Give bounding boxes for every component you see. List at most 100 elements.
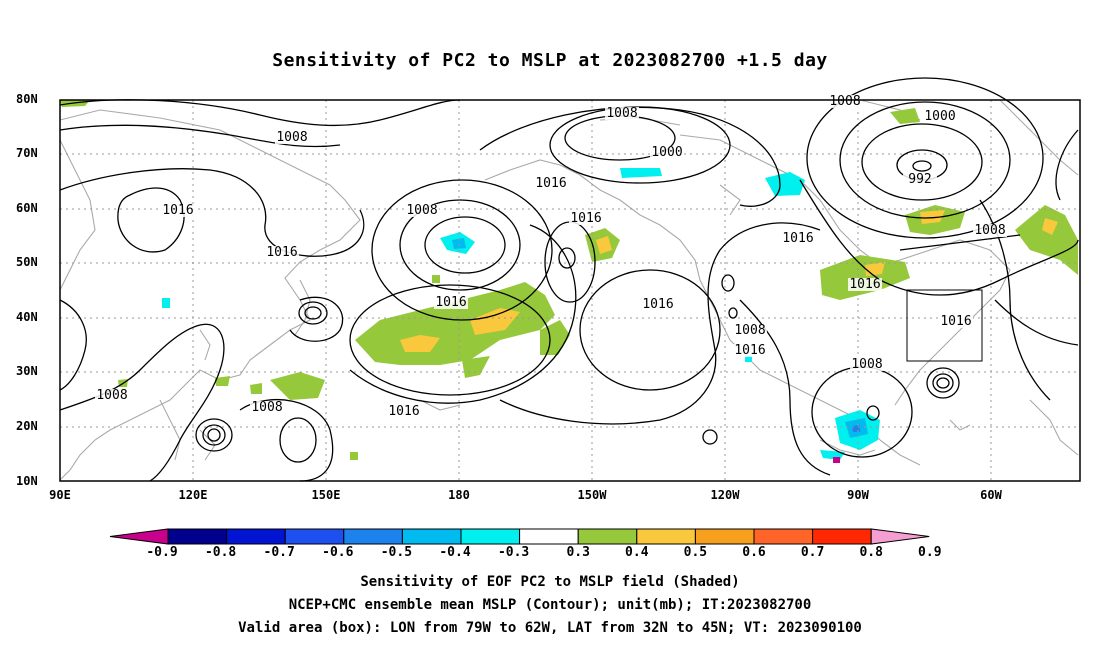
contour-label: 1008: [606, 106, 637, 121]
contour-label-bg: [434, 296, 468, 309]
contour-label-bg: [828, 95, 862, 108]
contour-label-bg: [641, 298, 675, 311]
contour-label-bg: [161, 204, 195, 217]
contour-label-bg: [939, 315, 973, 328]
contour-label-bg: [733, 344, 767, 357]
contour-label-bg: [275, 131, 309, 144]
colorbar-label: -0.9: [146, 545, 178, 560]
contour-label: 1008: [276, 130, 307, 145]
contour-label-bg: [265, 246, 299, 259]
lat-label: 70N: [16, 146, 38, 160]
lat-label: 80N: [16, 92, 38, 106]
colorbar-label: 0.9: [918, 545, 942, 560]
contour-labels: 1008 1008 1000 1016 1016 1016 1016 1016 1008 1016…: [95, 94, 1007, 419]
lon-label: 150W: [577, 488, 607, 502]
contour-label-bg: [850, 358, 884, 371]
contour-label: 1000: [924, 109, 955, 124]
colorbar-swatch: [226, 528, 286, 545]
footer-line-1: Sensitivity of EOF PC2 to MSLP field (Sh…: [360, 574, 740, 590]
contour-label: 1016: [570, 211, 601, 226]
colorbar-label: -0.3: [497, 545, 530, 560]
colorbar-label: -0.7: [263, 545, 295, 560]
contour-label-bg: [650, 146, 684, 159]
footer-line-2: NCEP+CMC ensemble mean MSLP (Contour); u…: [288, 597, 812, 613]
colorbar-label: -0.6: [322, 545, 354, 560]
contour-label: 992: [908, 172, 931, 187]
colorbar-label: 0.3: [566, 545, 590, 560]
contour-label-bg: [250, 401, 284, 414]
lon-label: 60W: [980, 488, 1002, 502]
colorbar-label: 0.5: [683, 545, 708, 560]
lat-label: 30N: [16, 364, 38, 378]
contour-label-bg: [569, 212, 603, 225]
colorbar-swatch: [401, 528, 462, 545]
colorbar-swatch: [284, 528, 345, 545]
lat-label: 40N: [16, 310, 38, 324]
contour-label: 1016: [162, 203, 193, 218]
colorbar-label: -0.4: [439, 545, 471, 560]
lon-label: 120E: [178, 488, 208, 502]
contour-label-bg: [923, 110, 957, 123]
contour-label-bg: [781, 232, 815, 245]
contour-label: 1008: [734, 323, 765, 338]
contour-label: 1016: [734, 343, 765, 358]
colorbar-swatch: [460, 528, 521, 545]
lat-label: 20N: [16, 419, 38, 433]
colorbar: [109, 528, 930, 545]
colorbar-swatch: [577, 528, 638, 545]
contour-label: 1008: [851, 357, 882, 372]
lon-label: 120W: [710, 488, 740, 502]
lon-label: 90W: [847, 488, 869, 502]
colorbar-label: -0.5: [380, 545, 413, 560]
contour-label: 1008: [829, 94, 860, 109]
contour-label: 1016: [535, 176, 566, 191]
colorbar-swatch: [519, 528, 579, 545]
colorbar-under-triangle: [109, 528, 169, 545]
colorbar-swatch: [694, 528, 755, 545]
contour-label: 1016: [266, 245, 297, 260]
plot-frame: [59, 99, 1081, 482]
colorbar-over-triangle: [870, 528, 930, 545]
contour-label-bg: [387, 405, 421, 418]
lat-label: 10N: [16, 474, 38, 488]
lon-label: 90E: [49, 488, 71, 502]
contour-label: 1008: [96, 388, 127, 403]
contour-label-bg: [95, 389, 129, 402]
contour-label-bg: [848, 278, 882, 291]
contour-label-bg: [973, 224, 1007, 237]
lat-label: 60N: [16, 201, 38, 215]
colorbar-label: -0.8: [204, 545, 237, 560]
colorbar-swatch: [167, 528, 228, 545]
contour-label-bg: [405, 204, 439, 217]
contour-label: 1000: [651, 145, 682, 160]
colorbar-swatch: [753, 528, 814, 545]
footer-line-3: Valid area (box): LON from 79W to 62W, L…: [238, 620, 862, 636]
colorbar-label: 0.8: [859, 545, 883, 560]
contour-label: 1016: [940, 314, 971, 329]
colorbar-label: 0.7: [800, 545, 825, 560]
lon-label: 180: [448, 488, 470, 502]
colorbar-label: 0.6: [742, 545, 766, 560]
colorbar-swatch: [812, 528, 872, 545]
contour-label: 1016: [435, 295, 466, 310]
colorbar-swatch: [636, 528, 696, 545]
contour-label: 1016: [642, 297, 673, 312]
colorbar-label: 0.4: [625, 545, 649, 560]
lat-label: 50N: [16, 255, 38, 269]
contour-label: 1016: [782, 231, 813, 246]
contour-label-bg: [733, 324, 767, 337]
contour-label-bg: [903, 173, 937, 186]
lon-label: 150E: [311, 488, 341, 502]
contour-label: 1016: [849, 277, 880, 292]
contour-label-bg: [534, 177, 568, 190]
colorbar-swatch: [343, 528, 403, 545]
contour-label: 1008: [974, 223, 1005, 238]
valid-area-box: [906, 289, 983, 362]
mslp-contours: [59, 77, 1079, 482]
contour-label-bg: [605, 107, 639, 120]
map-title: Sensitivity of PC2 to MSLP at 2023082700…: [272, 50, 828, 71]
contour-label: 1008: [251, 400, 282, 415]
contour-label: 1016: [388, 404, 419, 419]
contour-label: 1008: [406, 203, 437, 218]
